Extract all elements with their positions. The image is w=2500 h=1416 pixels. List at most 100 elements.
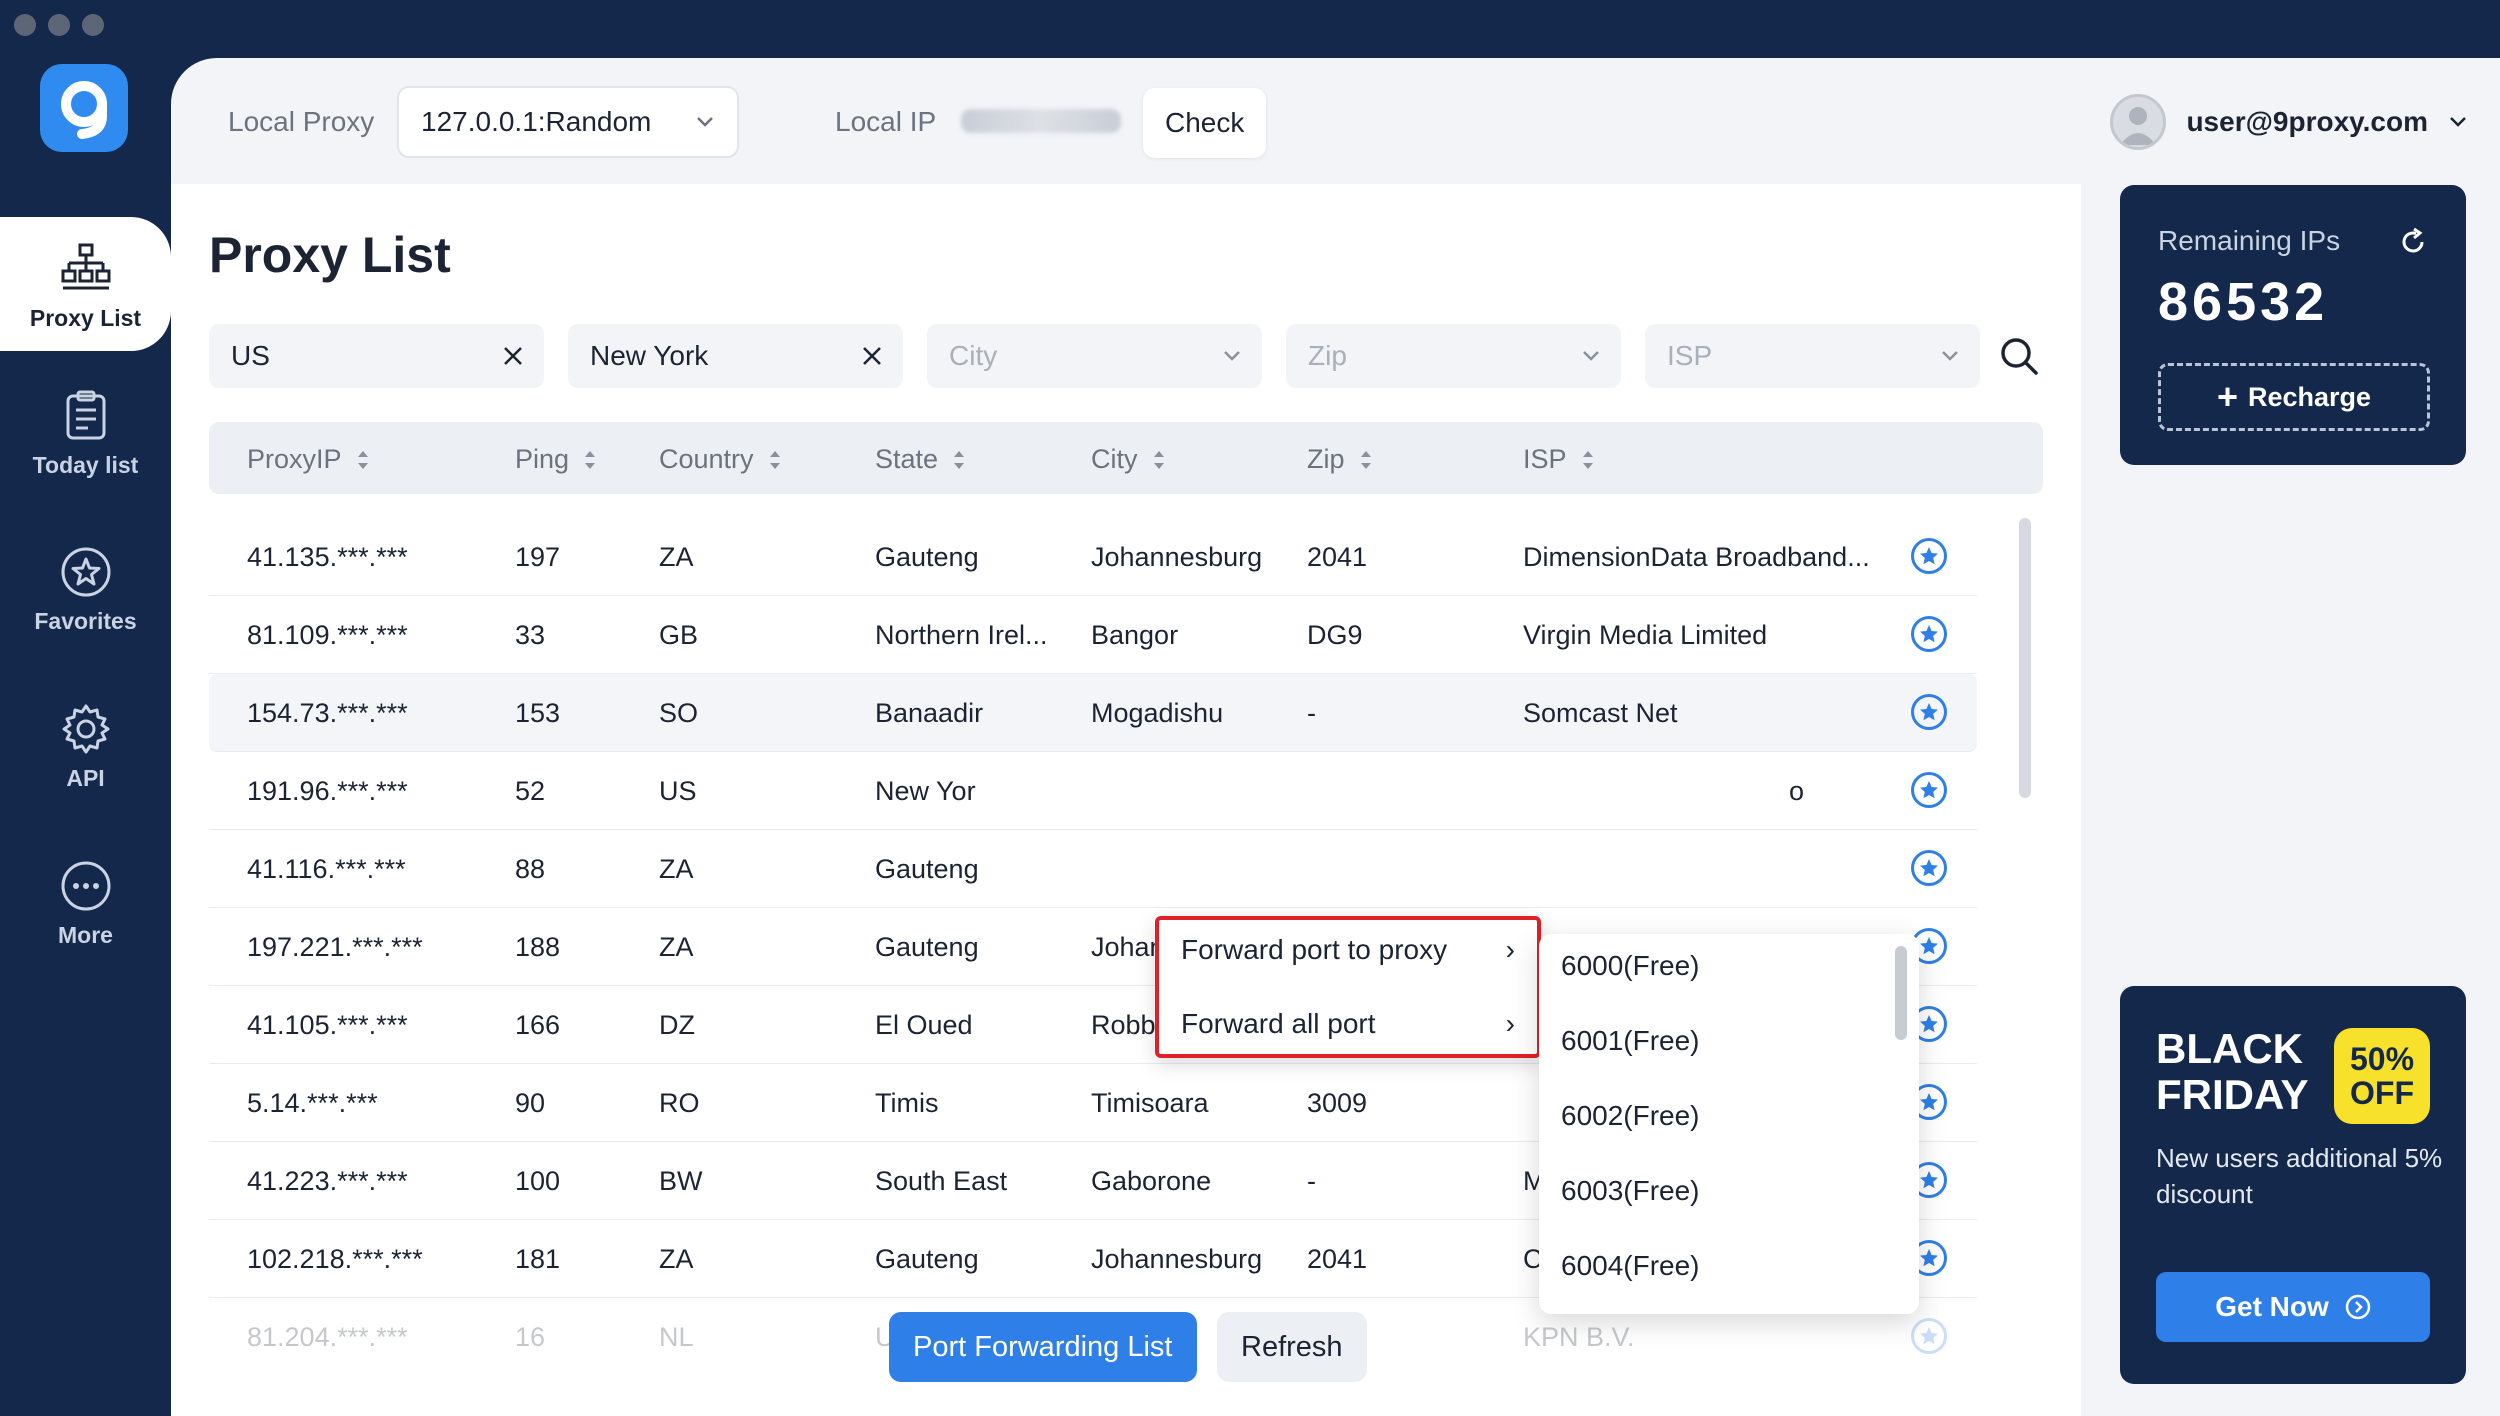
remaining-ips-label: Remaining IPs — [2158, 225, 2341, 256]
local-ip-value-blurred — [961, 109, 1121, 133]
cell-state: Timis — [875, 1088, 939, 1118]
cell-country: RO — [659, 1088, 700, 1118]
state-filter[interactable]: New York — [568, 324, 903, 388]
user-icon — [2120, 107, 2157, 145]
sidebar-item-label: Today list — [32, 452, 139, 478]
cell-ip: 41.223.***.*** — [247, 1166, 408, 1196]
column-header-state[interactable]: State — [875, 444, 966, 475]
table-scrollbar[interactable] — [2019, 518, 2031, 798]
sort-icon — [954, 450, 965, 469]
top-bar: Local Proxy 127.0.0.1:Random Local IP Ch… — [171, 58, 2500, 184]
window-close-dot[interactable] — [14, 14, 36, 36]
cell-city: Johannesburg — [1091, 1244, 1263, 1274]
sidebar-item-label: More — [58, 922, 113, 948]
table-row[interactable]: 154.73.***.*** 153 SO Banaadir Mogadishu - Som… — [209, 674, 1977, 752]
city-filter[interactable]: City — [927, 324, 1262, 388]
column-header-country[interactable]: Country — [659, 444, 782, 475]
cell-ip: 81.204.***.*** — [247, 1322, 408, 1352]
refresh-icon[interactable] — [2398, 227, 2428, 257]
cell-city: Gaborone — [1091, 1166, 1212, 1196]
zip-filter[interactable]: Zip — [1286, 324, 1621, 388]
chevron-down-icon — [1583, 351, 1599, 361]
column-header-ping[interactable]: Ping — [515, 444, 597, 475]
favorite-star-icon[interactable] — [1911, 1318, 1947, 1354]
sidebar-item-api[interactable]: API — [0, 703, 171, 792]
column-header-proxyip[interactable]: ProxyIP — [247, 444, 370, 475]
cell-country: ZA — [659, 932, 694, 962]
user-menu[interactable]: user@9proxy.com — [2110, 94, 2468, 150]
port-option-6002[interactable]: 6002(Free) — [1561, 1100, 1700, 1131]
port-submenu: 6000(Free) 6001(Free) 6002(Free) 6003(Fr… — [1539, 934, 1919, 1314]
gear-icon — [62, 704, 109, 754]
local-proxy-value: 127.0.0.1:Random — [421, 106, 652, 137]
column-header-city[interactable]: City — [1091, 444, 1166, 475]
chevron-right-icon: › — [1505, 1008, 1515, 1039]
port-forwarding-list-button[interactable]: Port Forwarding List — [889, 1312, 1197, 1382]
table-row[interactable]: 81.109.***.*** 33 GB Northern Irel... Bangor… — [209, 596, 1977, 674]
app-logo — [40, 64, 128, 152]
favorite-star-icon[interactable] — [1911, 694, 1947, 730]
cell-isp: KPN B.V. — [1523, 1322, 1635, 1352]
port-option-6004[interactable]: 6004(Free) — [1561, 1250, 1700, 1281]
cell-country: NL — [659, 1322, 694, 1352]
submenu-scrollbar[interactable] — [1895, 946, 1907, 1040]
check-button[interactable]: Check — [1143, 88, 1267, 158]
promo-description: New users additional 5% discount — [2156, 1143, 2443, 1209]
menu-item-forward-all-port[interactable]: Forward all port — [1181, 1008, 1376, 1039]
favorite-star-icon[interactable] — [1911, 616, 1947, 652]
filter-bar: US New York City Zip ISP — [209, 324, 1980, 388]
column-header-zip[interactable]: Zip — [1307, 444, 1373, 475]
window-minimize-dot[interactable] — [48, 14, 70, 36]
port-option-6003[interactable]: 6003(Free) — [1561, 1175, 1700, 1206]
refresh-button[interactable]: Refresh — [1217, 1312, 1367, 1382]
close-icon[interactable] — [502, 345, 524, 367]
proxy-list-panel: Proxy List US New York City Zip ISP — [171, 184, 2081, 1416]
promo-card: BLACK FRIDAY 50% OFF New users additiona… — [2120, 986, 2466, 1384]
cell-state: El Oued — [875, 1010, 973, 1040]
cell-country: ZA — [659, 854, 694, 884]
cell-state: Banaadir — [875, 698, 984, 728]
cell-country: ZA — [659, 542, 694, 572]
port-option-6000[interactable]: 6000(Free) — [1561, 950, 1700, 981]
table-row[interactable]: 41.116.***.*** 88 ZA Gauteng — [209, 830, 1977, 908]
sidebar-item-label: Proxy List — [29, 305, 142, 331]
cell-state: Northern Irel... — [875, 620, 1048, 650]
port-option-6001[interactable]: 6001(Free) — [1561, 1025, 1700, 1056]
cell-ip: 5.14.***.*** — [247, 1088, 378, 1118]
menu-item-forward-port-to-proxy[interactable]: Forward port to proxy — [1181, 934, 1448, 965]
search-button[interactable] — [1999, 336, 2039, 381]
column-header-isp[interactable]: ISP — [1523, 444, 1595, 475]
country-filter[interactable]: US — [209, 324, 544, 388]
remaining-ips-value: 86532 — [2158, 272, 2329, 332]
table-row[interactable]: 5.14.***.*** 90 RO Timis Timisoara 3009 — [209, 1064, 1977, 1142]
more-icon — [61, 861, 110, 911]
sidebar-item-today-list[interactable]: Today list — [0, 390, 171, 479]
sidebar-item-favorites[interactable]: Favorites — [0, 546, 171, 635]
favorite-star-icon[interactable] — [1911, 772, 1947, 808]
close-icon[interactable] — [861, 345, 883, 367]
cell-isp: DimensionData Broadband... — [1523, 542, 1870, 572]
table-row[interactable]: 41.135.***.*** 197 ZA Gauteng Johannesburg 20… — [209, 518, 1977, 596]
star-icon — [61, 547, 110, 597]
refresh-label: Refresh — [1241, 1330, 1343, 1363]
window-zoom-dot[interactable] — [82, 14, 104, 36]
chevron-down-icon — [1942, 351, 1958, 361]
favorite-star-icon[interactable] — [1911, 538, 1947, 574]
sort-icon — [769, 450, 780, 469]
cell-ping: 52 — [515, 776, 546, 806]
cell-ip: 81.109.***.*** — [247, 620, 408, 650]
get-now-button[interactable]: Get Now — [2156, 1272, 2430, 1342]
cell-ping: 166 — [515, 1010, 561, 1040]
recharge-button[interactable]: + Recharge — [2158, 363, 2430, 431]
cell-isp: Virgin Media Limited — [1523, 620, 1768, 650]
isp-filter[interactable]: ISP — [1645, 324, 1980, 388]
cell-state: Gauteng — [875, 854, 979, 884]
local-proxy-select[interactable]: 127.0.0.1:Random — [397, 86, 739, 158]
sidebar-item-proxy-list[interactable]: Proxy List — [0, 217, 171, 351]
cell-zip: 2041 — [1307, 1244, 1368, 1274]
sidebar-item-more[interactable]: More — [0, 860, 171, 949]
favorite-star-icon[interactable] — [1911, 850, 1947, 886]
table-row[interactable]: 191.96.***.*** 52 US New Yor o — [209, 752, 1977, 830]
local-proxy-label: Local Proxy — [228, 106, 375, 137]
cell-country: SO — [659, 698, 699, 728]
